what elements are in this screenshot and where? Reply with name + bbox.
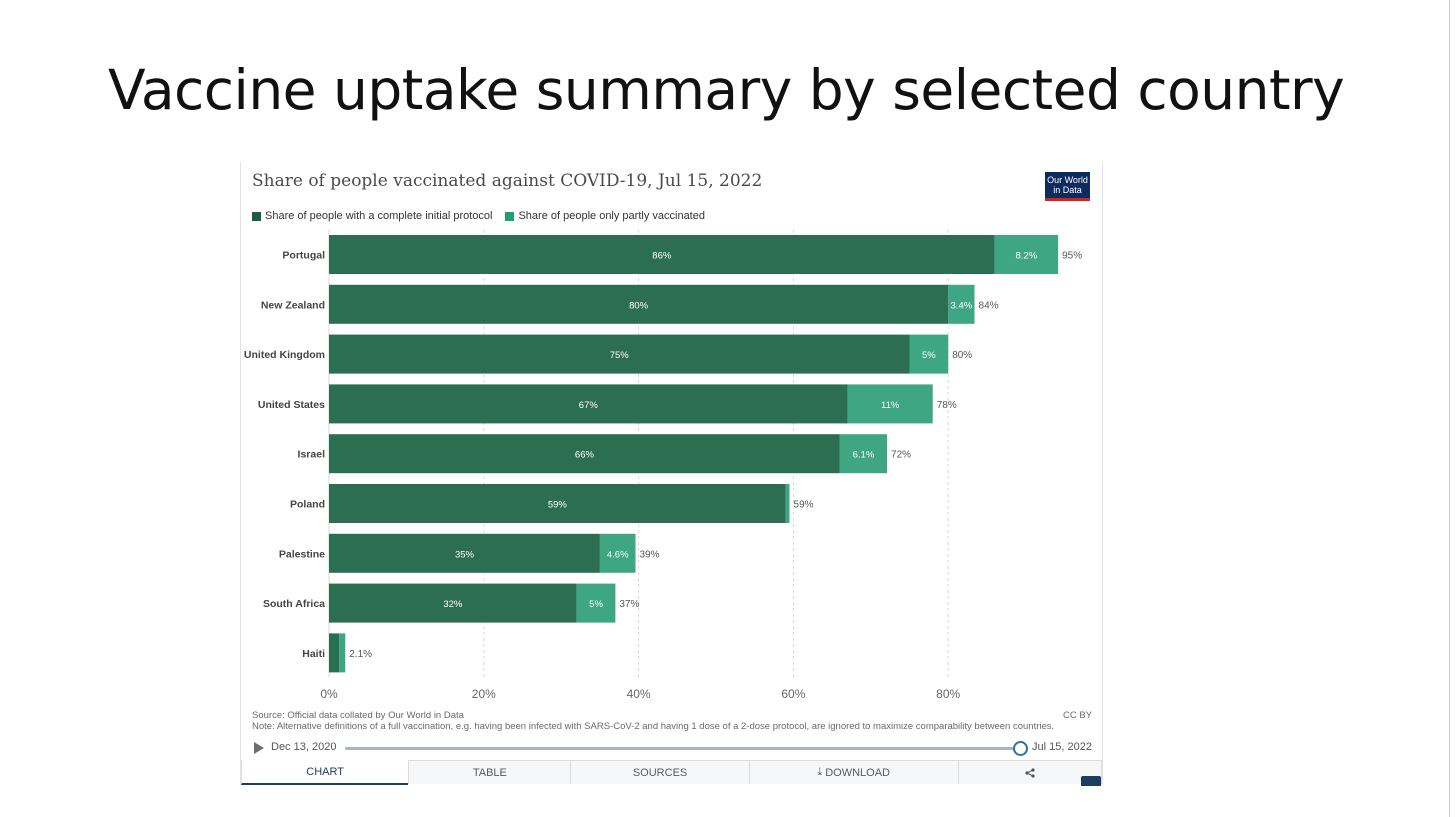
bar-complete-label: 67% — [579, 400, 599, 411]
tab-download-label: DOWNLOAD — [825, 766, 890, 779]
bar-complete-label: 59% — [548, 500, 568, 511]
bar-complete — [329, 334, 910, 374]
bar-complete — [329, 284, 949, 324]
bar-total-label: 59% — [794, 500, 814, 511]
bar-complete-label: 75% — [610, 350, 630, 361]
chart-legend: Share of people with a complete initial … — [252, 210, 718, 222]
legend-item-complete[interactable]: Share of people with a complete initial … — [252, 210, 492, 222]
bar-partial-label: 11% — [881, 400, 900, 411]
bar-partial — [847, 384, 933, 424]
x-tick-label: 0% — [320, 687, 338, 701]
timeline-end-date: Jul 15, 2022 — [1032, 741, 1092, 753]
bar-total-label: 95% — [1062, 251, 1082, 262]
tab-share[interactable] — [957, 760, 1102, 784]
bar-partial — [599, 533, 636, 573]
bar-total-label: 84% — [979, 300, 999, 311]
owid-logo-line1: Our World — [1047, 175, 1088, 185]
bar-total-label: 39% — [640, 549, 660, 560]
bar-partial — [785, 484, 790, 523]
legend-label-partial: Share of people only partly vaccinated — [518, 210, 705, 222]
bar-total-label: 37% — [619, 599, 639, 610]
bar-partial-label: 8.2% — [1016, 251, 1038, 262]
bar-chart: 0% 20% 40% 60% 80% Portugal 86% 8.2% 95% New Zeal… — [244, 230, 1082, 701]
bar-partial — [839, 434, 888, 474]
legend-swatch-partial — [505, 211, 515, 221]
bar-partial — [948, 284, 975, 324]
bar-complete — [329, 484, 786, 523]
bar-partial-label: 5% — [922, 350, 936, 361]
bar-complete-label: 32% — [443, 599, 463, 610]
bar-complete-label: 66% — [575, 450, 595, 461]
bar-complete-label: 86% — [652, 251, 672, 262]
x-tick-label: 60% — [781, 687, 805, 701]
bar-total-label: 78% — [937, 400, 957, 411]
bar-complete-label: 80% — [629, 300, 649, 311]
bar-total-label: 80% — [952, 350, 972, 361]
bar-complete — [329, 235, 995, 274]
owid-logo-line2: in Data — [1053, 185, 1082, 195]
category-label: United Kingdom — [244, 349, 325, 361]
category-label: United States — [258, 399, 325, 411]
timeline-handle[interactable] — [1013, 741, 1028, 756]
category-label: Haiti — [302, 648, 325, 660]
bar-complete — [329, 533, 600, 573]
bar-partial-label: 3.4% — [951, 300, 973, 311]
chart-title: Share of people vaccinated against COVID… — [252, 171, 763, 191]
bar-complete — [329, 583, 577, 623]
legend-item-partial[interactable]: Share of people only partly vaccinated — [505, 210, 705, 222]
tab-table-label: TABLE — [472, 766, 507, 779]
play-icon[interactable] — [254, 742, 264, 754]
tab-table[interactable]: TABLE — [408, 760, 571, 784]
bar-partial — [576, 583, 616, 623]
bar-partial — [909, 334, 949, 374]
x-tick-label: 20% — [472, 687, 496, 701]
category-label: South Africa — [263, 598, 325, 610]
definition-note: Note: Alternative definitions of a full … — [252, 721, 1055, 732]
slide-title: Vaccine uptake summary by selected count… — [108, 58, 1345, 122]
bar-partial — [339, 633, 346, 673]
bar-total-label: 2.1% — [349, 649, 372, 660]
bar-partial-label: 4.6% — [607, 549, 629, 560]
tab-chart-label: CHART — [306, 765, 344, 778]
share-icon — [1025, 767, 1035, 778]
timeline: Dec 13, 2020 Jul 15, 2022 — [252, 740, 1092, 756]
download-icon: ⤓ — [817, 766, 823, 778]
owid-logo[interactable]: Our World in Data — [1045, 172, 1090, 201]
bar-partial-label: 6.1% — [853, 450, 875, 461]
tab-sources-label: SOURCES — [632, 766, 688, 779]
category-label: New Zealand — [261, 299, 325, 311]
x-tick-label: 40% — [627, 687, 651, 701]
bar-complete — [329, 384, 848, 424]
x-tick-label: 80% — [936, 687, 960, 701]
bar-partial-label: 5% — [589, 599, 603, 610]
legend-swatch-complete — [252, 211, 261, 221]
tab-sources[interactable]: SOURCES — [570, 760, 749, 784]
chart-notes: Source: Official data collated by Our Wo… — [252, 710, 1082, 732]
bar-complete-label: 35% — [455, 549, 475, 560]
chart-tabs: CHART TABLE SOURCES ⤓ DOWNLOAD — [241, 760, 1102, 785]
bar-complete — [329, 633, 340, 673]
category-label: Poland — [290, 499, 325, 511]
category-label: Portugal — [282, 250, 325, 262]
tab-chart[interactable]: CHART — [241, 760, 409, 785]
timeline-start-date: Dec 13, 2020 — [271, 741, 337, 753]
bar-partial — [994, 235, 1059, 274]
category-label: Palestine — [279, 548, 325, 560]
corner-badge — [1081, 776, 1101, 786]
bar-complete — [329, 434, 840, 474]
legend-label-complete: Share of people with a complete initial … — [265, 210, 493, 222]
timeline-track[interactable] — [345, 747, 1020, 750]
owid-chart-embed: Share of people vaccinated against COVID… — [240, 162, 1103, 785]
category-label: Israel — [298, 449, 326, 461]
source-note: Source: Official data collated by Our Wo… — [252, 710, 464, 721]
slide-edge — [1449, 0, 1450, 817]
bar-total-label: 72% — [891, 450, 911, 461]
tab-download[interactable]: ⤓ DOWNLOAD — [748, 760, 958, 784]
license-link[interactable]: CC BY — [1063, 710, 1093, 721]
